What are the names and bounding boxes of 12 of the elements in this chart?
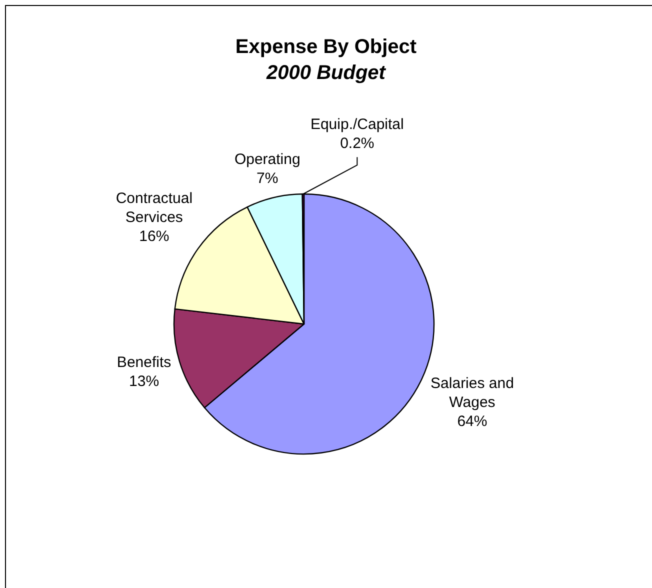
chart-subtitle: 2000 Budget xyxy=(266,62,387,84)
data-label: 16% xyxy=(139,228,170,246)
chart-title: Expense By Object xyxy=(235,36,417,58)
data-label: 13% xyxy=(129,373,160,390)
slice-label: Operating xyxy=(234,151,300,168)
slice-label: Equip./Capital xyxy=(310,116,404,134)
slice-label: Contractual Services xyxy=(116,190,193,226)
slice-label: Salaries and Wages xyxy=(430,374,514,411)
slice-label: Benefits xyxy=(116,354,172,372)
data-label: 7% xyxy=(256,170,278,188)
data-label: 0.2% xyxy=(340,135,374,152)
data-label: 64% xyxy=(457,412,488,430)
